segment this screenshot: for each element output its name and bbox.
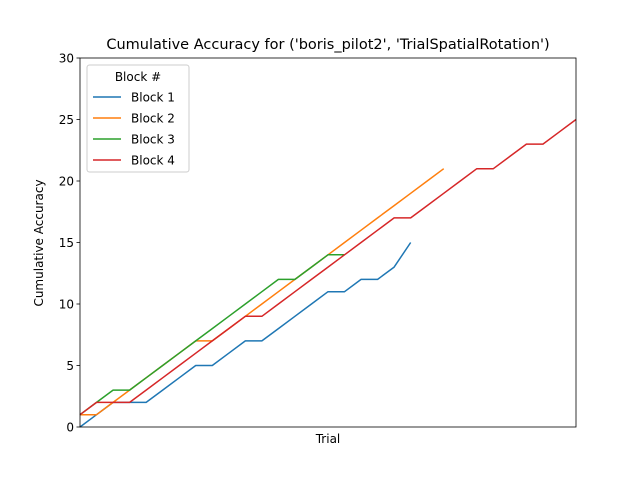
y-tick-label: 10	[59, 297, 74, 311]
chart-title: Cumulative Accuracy for ('boris_pilot2',…	[106, 37, 549, 53]
legend-title: Block #	[115, 70, 161, 84]
axes-frame	[79, 57, 577, 428]
legend-label-block-3: Block 3	[131, 132, 175, 146]
x-axis-label: Trial	[315, 432, 341, 446]
y-tick-label: 5	[66, 359, 74, 373]
y-tick-label: 15	[59, 236, 74, 250]
legend-label-block-2: Block 2	[131, 111, 175, 125]
plot-area: 0 5 10 15 20 25 30	[59, 51, 577, 434]
series-line-block-4	[79, 118, 577, 416]
y-tick-label: 30	[59, 51, 74, 65]
series-line-block-1	[79, 242, 412, 428]
legend-label-block-1: Block 1	[131, 90, 175, 104]
y-tick-label: 0	[66, 420, 74, 434]
y-axis-label: Cumulative Accuracy	[32, 179, 46, 306]
y-tick-label: 25	[59, 113, 74, 127]
legend-box	[86, 64, 190, 173]
y-tick-label: 20	[59, 174, 74, 188]
series-line-block-3	[79, 254, 345, 416]
legend-label-block-4: Block 4	[131, 153, 175, 167]
legend: Block # Block 1 Block 2 Block 3 Block 4	[86, 64, 190, 173]
